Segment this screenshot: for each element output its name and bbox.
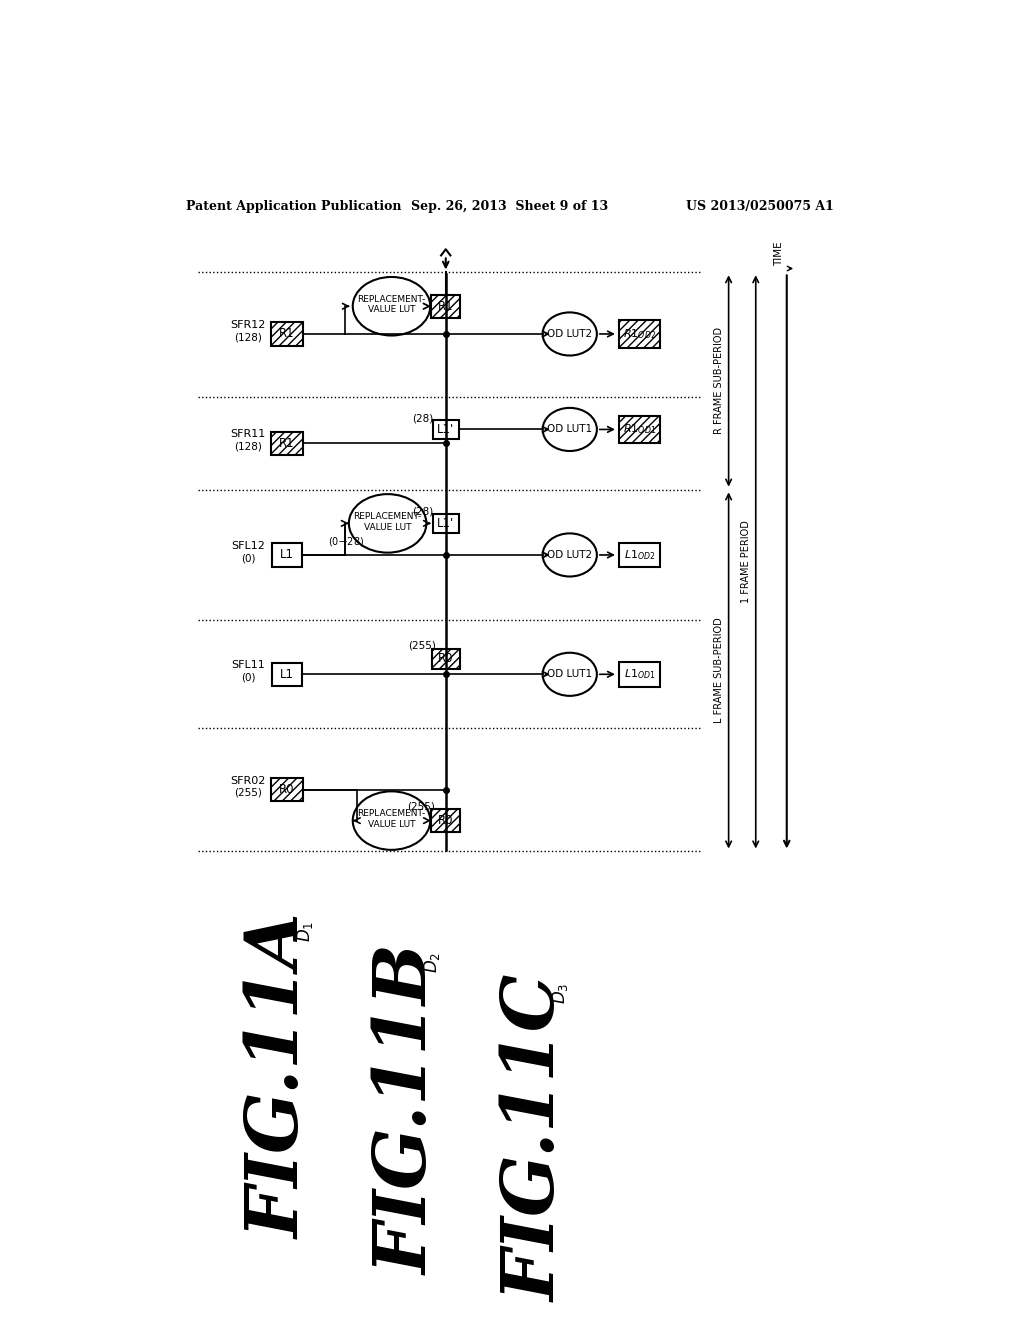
Text: (128): (128) xyxy=(234,333,262,342)
FancyBboxPatch shape xyxy=(431,294,461,318)
Text: OD LUT2: OD LUT2 xyxy=(547,329,592,339)
Text: $D_2$: $D_2$ xyxy=(423,952,442,973)
Text: FIG.11A: FIG.11A xyxy=(244,913,314,1238)
Text: (0): (0) xyxy=(241,553,255,564)
FancyBboxPatch shape xyxy=(432,649,460,669)
Text: L1': L1' xyxy=(437,422,455,436)
Text: (28): (28) xyxy=(412,413,433,424)
Text: $L1_{OD1}$: $L1_{OD1}$ xyxy=(624,668,655,681)
FancyBboxPatch shape xyxy=(432,515,459,533)
Text: OD LUT1: OD LUT1 xyxy=(547,669,592,680)
Text: REPLACEMENT-
VALUE LUT: REPLACEMENT- VALUE LUT xyxy=(353,512,422,532)
Text: 1 FRAME PERIOD: 1 FRAME PERIOD xyxy=(740,520,751,603)
Text: OD LUT2: OD LUT2 xyxy=(547,550,592,560)
FancyBboxPatch shape xyxy=(272,663,302,686)
Text: R FRAME SUB-PERIOD: R FRAME SUB-PERIOD xyxy=(714,327,724,434)
Ellipse shape xyxy=(352,792,430,850)
Ellipse shape xyxy=(349,494,426,553)
Text: REPLACEMENT-
VALUE LUT: REPLACEMENT- VALUE LUT xyxy=(357,294,426,314)
FancyBboxPatch shape xyxy=(270,432,303,455)
FancyBboxPatch shape xyxy=(620,416,659,444)
Text: SFR12: SFR12 xyxy=(230,319,266,330)
Text: R1: R1 xyxy=(280,437,295,450)
Text: (255): (255) xyxy=(407,801,435,812)
Text: $D_3$: $D_3$ xyxy=(550,982,570,1003)
Text: (0): (0) xyxy=(241,672,255,682)
FancyBboxPatch shape xyxy=(270,779,303,801)
Text: Sep. 26, 2013  Sheet 9 of 13: Sep. 26, 2013 Sheet 9 of 13 xyxy=(411,199,608,213)
FancyBboxPatch shape xyxy=(270,322,303,346)
Text: $L1_{OD2}$: $L1_{OD2}$ xyxy=(624,548,655,562)
Ellipse shape xyxy=(543,408,597,451)
Text: $D_1$: $D_1$ xyxy=(295,921,314,942)
Text: Patent Application Publication: Patent Application Publication xyxy=(186,199,401,213)
Text: L1': L1' xyxy=(437,517,455,529)
Text: $R1_{OD1}$: $R1_{OD1}$ xyxy=(623,422,656,437)
Text: TIME: TIME xyxy=(774,242,784,267)
Text: OD LUT1: OD LUT1 xyxy=(547,425,592,434)
Text: R0: R0 xyxy=(438,652,454,665)
Text: L1: L1 xyxy=(280,668,294,681)
Text: (28): (28) xyxy=(412,506,433,516)
FancyBboxPatch shape xyxy=(272,544,302,566)
Text: R0: R0 xyxy=(438,814,454,828)
FancyBboxPatch shape xyxy=(432,420,459,438)
Text: SFR02: SFR02 xyxy=(230,776,266,785)
Text: SFL11: SFL11 xyxy=(231,660,265,671)
Ellipse shape xyxy=(352,277,430,335)
Text: (255): (255) xyxy=(409,640,436,649)
Text: (255): (255) xyxy=(234,788,262,797)
FancyBboxPatch shape xyxy=(620,321,659,348)
Text: REPLACEMENT-
VALUE LUT: REPLACEMENT- VALUE LUT xyxy=(357,809,426,829)
Text: R1: R1 xyxy=(280,327,295,341)
Text: L1: L1 xyxy=(280,548,294,561)
FancyBboxPatch shape xyxy=(620,543,659,568)
Text: FIG.11B: FIG.11B xyxy=(372,944,442,1275)
Text: (128): (128) xyxy=(234,441,262,451)
Text: R0: R0 xyxy=(280,783,295,796)
Text: US 2013/0250075 A1: US 2013/0250075 A1 xyxy=(686,199,834,213)
Ellipse shape xyxy=(543,653,597,696)
Text: L FRAME SUB-PERIOD: L FRAME SUB-PERIOD xyxy=(714,618,724,723)
Text: SFL12: SFL12 xyxy=(231,541,265,550)
Ellipse shape xyxy=(543,533,597,577)
FancyBboxPatch shape xyxy=(431,809,461,832)
Text: FIG.11C: FIG.11C xyxy=(500,974,570,1302)
Text: $R1_{OD2}$: $R1_{OD2}$ xyxy=(623,327,656,341)
Text: SFR11: SFR11 xyxy=(230,429,266,440)
Text: $(0\!\rightarrow\!28)$: $(0\!\rightarrow\!28)$ xyxy=(328,535,365,548)
Text: R1: R1 xyxy=(438,300,454,313)
FancyBboxPatch shape xyxy=(620,663,659,686)
Ellipse shape xyxy=(543,313,597,355)
